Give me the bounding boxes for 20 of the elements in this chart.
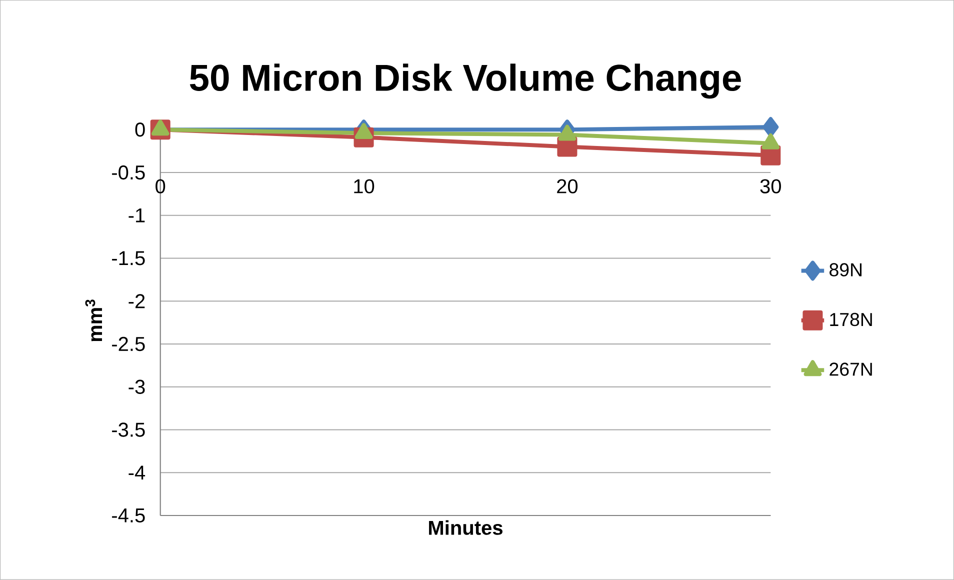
y-tick-label: -3 bbox=[128, 380, 145, 394]
x-tick-label: 30 bbox=[760, 179, 781, 194]
y-tick-label: -2.5 bbox=[112, 337, 145, 352]
x-tick-label: 20 bbox=[557, 179, 578, 194]
y-tick-label: -4 bbox=[128, 466, 146, 480]
legend-label: 89N bbox=[830, 263, 862, 276]
y-axis-title: mm$^{3}$ bbox=[85, 300, 102, 342]
x-tick-label: 0 bbox=[156, 179, 166, 194]
y-tick-label: 0 bbox=[135, 122, 145, 137]
y-tick-label: -3.5 bbox=[112, 422, 145, 437]
y-tick-label: -4.5 bbox=[112, 508, 145, 523]
y-tick-label: -2 bbox=[128, 294, 145, 308]
chart-title: 50 Micron Disk Volume Change bbox=[190, 64, 741, 99]
x-axis-title: Minutes bbox=[429, 520, 502, 536]
x-tick-label: 10 bbox=[354, 179, 374, 194]
y-tick-label: -1 bbox=[128, 208, 145, 222]
y-tick-label: -0.5 bbox=[112, 166, 145, 180]
y-tick-label: -1.5 bbox=[112, 251, 145, 266]
legend-label: 267N bbox=[830, 362, 872, 376]
legend-label: 178N bbox=[830, 312, 872, 326]
